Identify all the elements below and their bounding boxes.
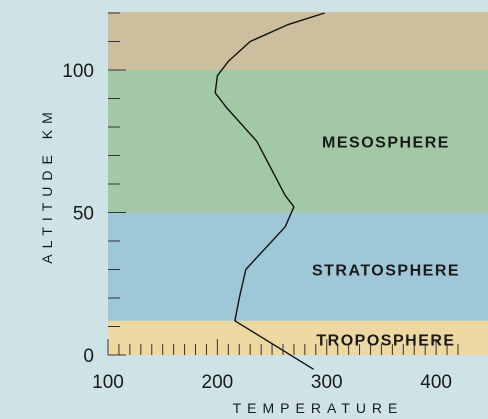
y-tick-label: 50 (73, 204, 94, 225)
temperature-profile-series (214, 12, 325, 370)
x-axis-title: TEMPERATURE (233, 400, 404, 416)
layer-labels: MESOSPHERE STRATOSPHERE TROPOSPHERE (312, 134, 460, 349)
x-tick-label: 200 (202, 372, 234, 393)
layer-label-troposphere: TROPOSPHERE (316, 332, 455, 349)
x-tick-label: 400 (420, 372, 452, 393)
layer-band-2 (108, 212, 488, 321)
x-tick-label: 100 (92, 372, 124, 393)
layer-label-stratosphere: STRATOSPHERE (312, 263, 460, 280)
x-tick-label: 300 (311, 372, 343, 393)
y-tick-label: 0 (83, 346, 94, 367)
y-tick-label: 100 (62, 61, 94, 82)
layer-band-1 (108, 70, 488, 213)
temperature-profile-line (214, 12, 325, 370)
atmosphere-layer-bands (108, 12, 488, 355)
minor-ticks (107, 12, 459, 356)
y-axis-title: ALTITUDE KM (39, 106, 55, 264)
layer-band-3 (108, 320, 488, 355)
tick-labels: 0 50 100 100 200 300 400 (62, 61, 452, 393)
layer-label-mesosphere: MESOSPHERE (322, 134, 450, 151)
